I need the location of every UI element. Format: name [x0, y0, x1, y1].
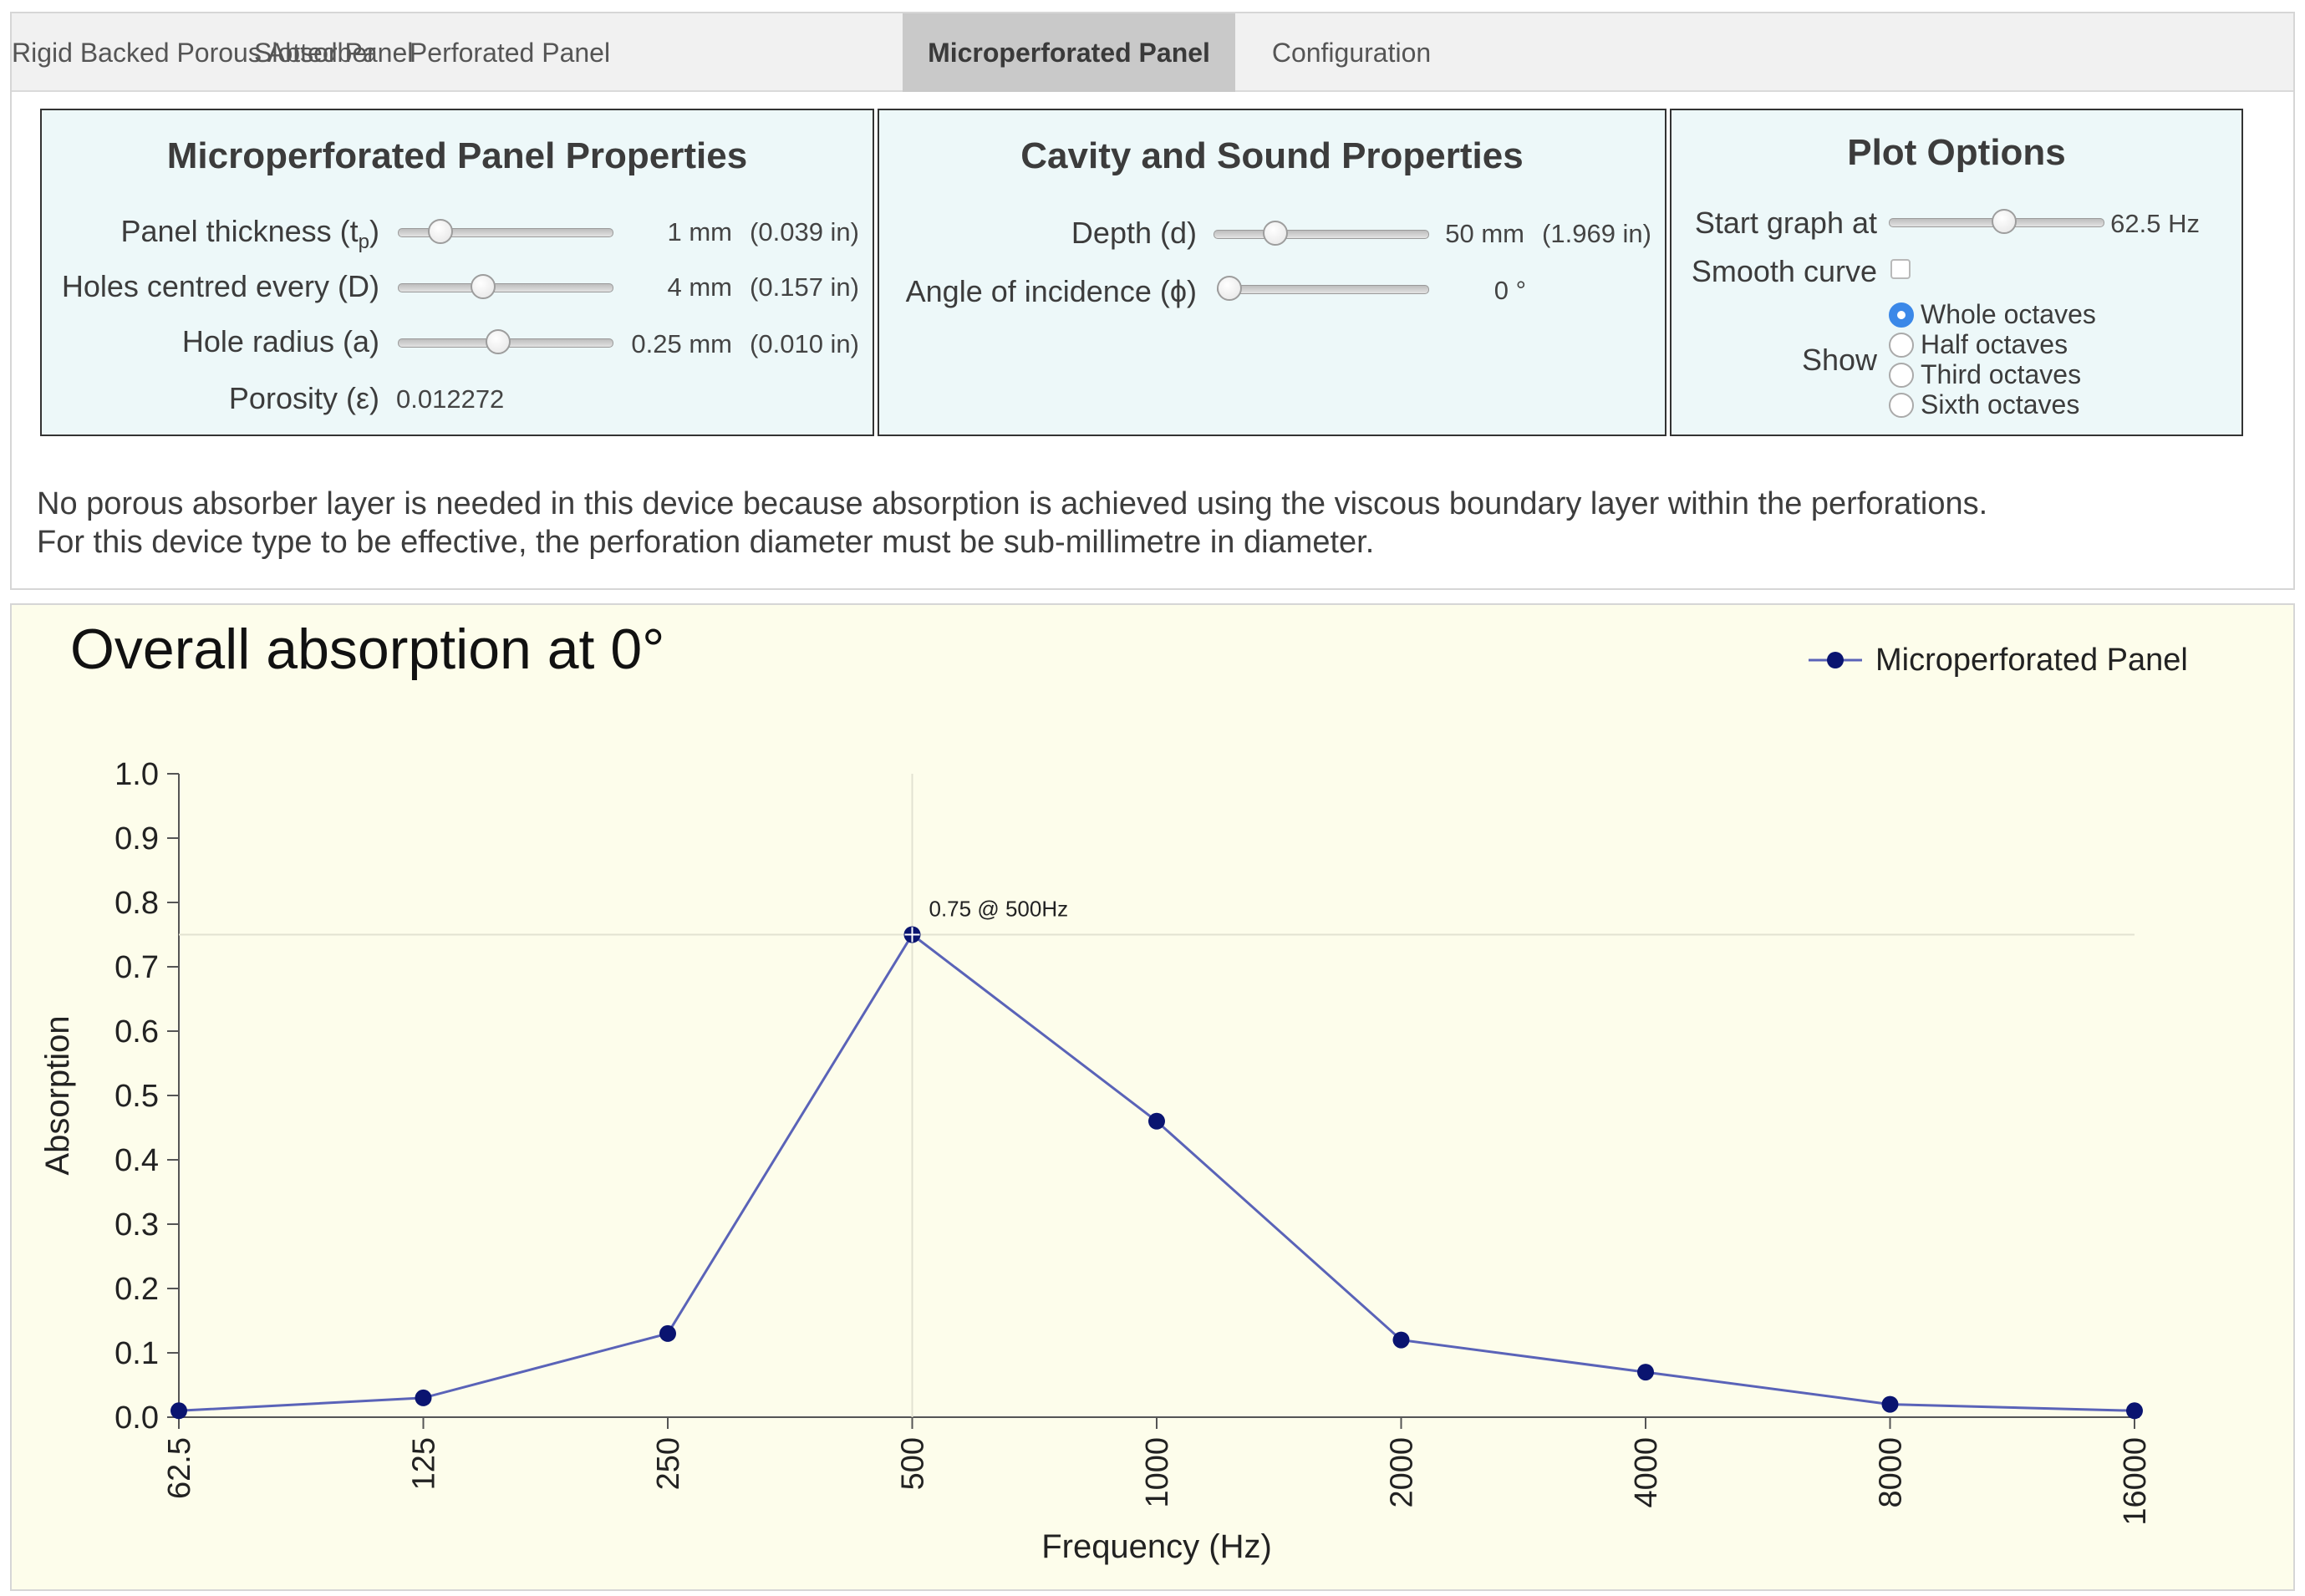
y-tick-label: 0.6: [114, 1014, 159, 1050]
description-line-2: For this device type to be effective, th…: [37, 525, 1375, 560]
tab-bar: Rigid Backed Porous Absorber Slotted Pan…: [12, 13, 2293, 92]
x-axis-label: Frequency (Hz): [1041, 1528, 1272, 1565]
smooth-curve-label: Smooth curve: [1691, 254, 1877, 288]
plot-options-title: Plot Options: [1847, 132, 2066, 173]
x-tick-label: 250: [651, 1437, 686, 1490]
hole-radius-imperial: (0.010 in): [750, 329, 859, 358]
holes-centred-label: Holes centred every (D): [61, 269, 379, 303]
depth-imperial: (1.969 in): [1542, 219, 1651, 248]
panel-thickness-imperial: (0.039 in): [750, 217, 859, 247]
data-point: [1392, 1331, 1410, 1349]
porosity-value: 0.012272: [396, 384, 505, 414]
radio-label: Third octaves: [1921, 359, 2082, 389]
radio-label: Sixth octaves: [1921, 389, 2080, 419]
y-tick-label: 0.4: [114, 1143, 159, 1178]
slider-thumb[interactable]: [428, 219, 454, 244]
y-tick-label: 0.0: [114, 1400, 159, 1436]
data-point: [659, 1324, 676, 1342]
y-tick-label: 0.8: [114, 886, 159, 921]
panel-thickness-label: Panel thickness (tp): [120, 214, 380, 254]
start-graph-slider[interactable]: [1889, 207, 2104, 237]
y-axis-label: Absorption: [39, 1015, 76, 1175]
y-tick-label: 0.7: [114, 950, 159, 985]
data-point: [170, 1402, 187, 1420]
x-tick-label: 4000: [1629, 1437, 1664, 1508]
tab-slotted-panel[interactable]: Slotted Panel: [254, 38, 414, 68]
panel-properties-title: Microperforated Panel Properties: [166, 135, 748, 176]
tab-perforated-panel[interactable]: Perforated Panel: [409, 38, 611, 68]
plot-options-section: Plot Options Start graph at 62.5 Hz Smoo…: [1670, 109, 2243, 436]
depth-value: 50 mm: [1445, 219, 1524, 248]
absorption-chart: Overall absorption at 0° Microperforated …: [10, 603, 2295, 1591]
y-tick-label: 0.2: [114, 1272, 159, 1307]
angle-value: 0 °: [1493, 276, 1526, 305]
data-point: [1637, 1364, 1654, 1381]
slider-thumb[interactable]: [1992, 209, 2018, 234]
y-tick-label: 0.1: [114, 1336, 159, 1371]
slider-thumb[interactable]: [1217, 276, 1242, 301]
y-tick-label: 0.5: [114, 1079, 159, 1114]
cavity-properties-title: Cavity and Sound Properties: [1020, 135, 1524, 176]
panel-properties-section: Microperforated Panel Properties Panel t…: [40, 109, 874, 436]
cavity-properties-section: Cavity and Sound Properties Depth (d) 50…: [878, 109, 1666, 436]
panel-thickness-slider[interactable]: [398, 217, 613, 247]
depth-slider[interactable]: [1214, 219, 1429, 249]
depth-label: Depth (d): [1071, 216, 1197, 250]
hole-radius-slider[interactable]: [398, 328, 613, 358]
x-tick-label: 500: [896, 1437, 931, 1490]
radio-label: Half octaves: [1921, 329, 2068, 359]
radio-button[interactable]: [1889, 302, 1914, 328]
porosity-label: Porosity (ε): [228, 381, 379, 415]
x-tick-label: 16000: [2118, 1437, 2153, 1526]
x-tick-label: 125: [407, 1437, 442, 1490]
chart-title: Overall absorption at 0°: [70, 618, 664, 681]
show-label: Show: [1801, 343, 1877, 377]
tab-microperforated-panel[interactable]: Microperforated Panel: [903, 13, 1235, 92]
data-point: [2126, 1402, 2143, 1420]
smooth-curve-checkbox[interactable]: [1890, 259, 1911, 279]
data-point: [415, 1389, 432, 1406]
data-point: [1881, 1395, 1899, 1413]
y-tick-label: 0.9: [114, 821, 159, 856]
slider-thumb[interactable]: [470, 274, 496, 299]
holes-centred-slider[interactable]: [398, 272, 613, 302]
angle-slider[interactable]: [1217, 274, 1429, 304]
x-tick-label: 62.5: [162, 1437, 197, 1499]
annotation-label: 0.75 @ 500Hz: [929, 897, 1069, 922]
radio-button[interactable]: [1889, 393, 1914, 418]
legend-label: Microperforated Panel: [1875, 643, 2188, 678]
y-tick-label: 0.3: [114, 1207, 159, 1243]
tab-rigid-backed-porous-absorber[interactable]: Rigid Backed Porous Absorber: [12, 38, 376, 68]
radio-button[interactable]: [1889, 333, 1914, 358]
slider-thumb[interactable]: [485, 329, 511, 354]
panel-thickness-value: 1 mm: [667, 217, 733, 247]
hole-radius-value: 0.25 mm: [631, 329, 732, 358]
x-tick-label: 8000: [1874, 1437, 1909, 1508]
slider-thumb[interactable]: [1263, 221, 1289, 246]
tab-configuration[interactable]: Configuration: [1271, 38, 1432, 68]
series-line: [178, 933, 2135, 1412]
x-tick-label: 2000: [1385, 1437, 1420, 1508]
start-graph-label: Start graph at: [1694, 206, 1877, 240]
radio-label: Whole octaves: [1921, 299, 2096, 329]
y-tick-label: 1.0: [114, 757, 159, 792]
x-tick-label: 1000: [1140, 1437, 1175, 1508]
holes-centred-imperial: (0.157 in): [750, 272, 859, 302]
description-line-1: No porous absorber layer is needed in th…: [37, 486, 1988, 521]
angle-label: Angle of incidence (ϕ): [905, 274, 1197, 308]
start-graph-value: 62.5 Hz: [2110, 209, 2200, 238]
radio-button[interactable]: [1889, 363, 1914, 388]
data-point: [1148, 1112, 1165, 1130]
legend-marker: [1827, 652, 1844, 668]
hole-radius-label: Hole radius (a): [181, 324, 379, 358]
holes-centred-value: 4 mm: [667, 272, 733, 302]
chart-svg: Overall absorption at 0° Microperforated …: [39, 618, 2188, 1565]
